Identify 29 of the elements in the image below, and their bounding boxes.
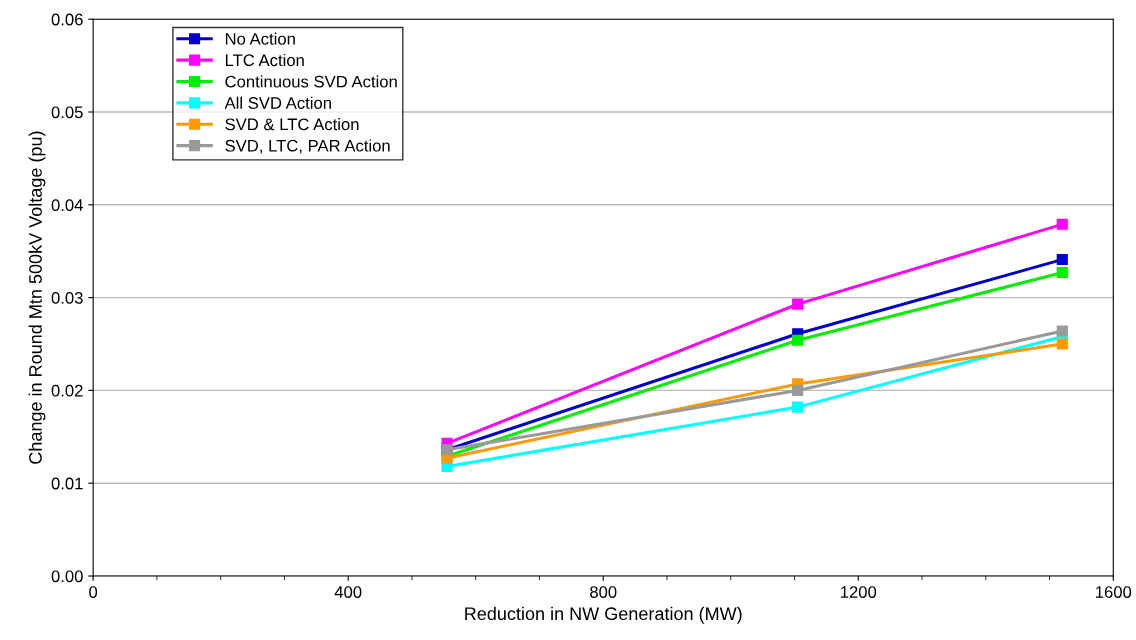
point xyxy=(792,384,804,396)
point xyxy=(1056,338,1068,350)
legend-label: SVD & LTC Action xyxy=(225,118,359,131)
x-tick-label: 0 xyxy=(89,586,98,598)
point xyxy=(792,401,804,413)
legend-label: No Action xyxy=(225,32,295,45)
x-tick-label: 400 xyxy=(334,586,362,598)
point xyxy=(1056,325,1068,337)
y-tick-label: 0.06 xyxy=(51,13,83,26)
x-tick-label: 1600 xyxy=(1096,586,1132,598)
x-tick-label: 800 xyxy=(590,586,617,598)
point xyxy=(1056,266,1068,279)
point xyxy=(792,298,804,310)
y-tick-label: 0.05 xyxy=(51,106,83,119)
point xyxy=(1056,253,1068,266)
y-tick-label: 0.02 xyxy=(51,384,83,397)
y-tick-label: 0.03 xyxy=(51,292,83,304)
legend-label: All SVD Action xyxy=(224,96,331,109)
point xyxy=(1056,218,1068,230)
x-axis-title: Reduction in NW Generation (MW) xyxy=(465,606,742,624)
legend-label: SVD, LTC, PAR Action xyxy=(225,139,390,154)
y-tick-label: 0.04 xyxy=(51,199,83,211)
point xyxy=(792,334,804,346)
y-axis-title: Change in Round Mtn 500kV Voltage (pu) xyxy=(28,131,46,464)
y-tick-label: 0.01 xyxy=(51,477,83,490)
legend-label: Continuous SVD Action xyxy=(225,75,397,88)
legend-label: LTC Action xyxy=(225,53,304,67)
x-tick-label: 1200 xyxy=(840,586,877,598)
y-tick-label: 0.00 xyxy=(51,570,83,583)
